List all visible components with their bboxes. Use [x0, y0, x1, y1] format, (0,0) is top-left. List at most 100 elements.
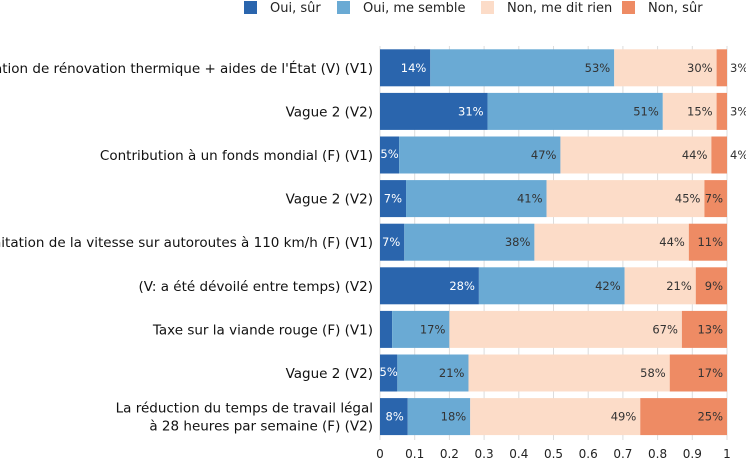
bar-segment [449, 310, 682, 348]
bar-segment [380, 398, 408, 436]
legend-swatch [622, 1, 635, 14]
x-tick-label: 0.3 [475, 447, 494, 461]
data-label: 4% [730, 148, 746, 162]
data-label: 18% [441, 410, 467, 424]
data-label: 3% [730, 61, 746, 75]
x-tick-label: 0.9 [683, 447, 702, 461]
legend-label: Oui, sûr [270, 1, 321, 16]
data-label: 38% [505, 235, 531, 249]
category-label: Vague 2 (V2) [286, 192, 373, 208]
bar-segment [560, 136, 712, 174]
bar-segment [695, 267, 727, 305]
bar-segment [662, 92, 717, 130]
data-label: 53% [585, 61, 611, 75]
data-label: 25% [697, 410, 723, 424]
bar-segment [478, 267, 625, 305]
x-tick-label: 0.7 [613, 447, 632, 461]
bar-segment [406, 180, 547, 218]
x-tick-label: 1 [723, 447, 731, 461]
x-tick-label: 0.5 [544, 447, 563, 461]
bar-segment [430, 49, 615, 87]
legend: Oui, sûr Oui, me semble Non, me dit rien No… [244, 1, 703, 16]
bar-segment [669, 354, 727, 392]
bar-segment [380, 92, 488, 130]
bar-segment [380, 310, 393, 348]
legend-label: Non, me dit rien [507, 1, 612, 16]
data-label: 30% [687, 61, 713, 75]
bar-segment [546, 180, 705, 218]
bar-segment [397, 354, 469, 392]
data-label: 7% [705, 192, 723, 206]
data-label: 5% [380, 365, 398, 379]
data-label: 13% [697, 322, 723, 336]
category-label: Vague 2 (V2) [286, 104, 373, 120]
data-label: 44% [682, 148, 708, 162]
category-label: Obligation de rénovation thermique + aid… [0, 60, 373, 77]
data-label: 15% [687, 104, 713, 118]
category-labels: Obligation de rénovation thermique + aid… [0, 60, 373, 435]
bar-segment [380, 223, 405, 261]
data-label: 51% [633, 104, 659, 118]
bar-segment [487, 92, 663, 130]
data-label: 67% [652, 322, 678, 336]
bar-segment [704, 180, 727, 218]
bar-segment [716, 49, 727, 87]
bar-segment [681, 310, 727, 348]
bar-segment [407, 398, 471, 436]
category-label: à 28 heures par semaine (F) (V2) [149, 419, 373, 435]
data-label: 21% [439, 366, 465, 380]
x-tick-label: 0.8 [648, 447, 667, 461]
bar-segment [716, 92, 727, 130]
bar-segment [688, 223, 727, 261]
bar-segment [392, 310, 450, 348]
bar-segment [380, 180, 407, 218]
data-label: 17% [697, 366, 723, 380]
bar-segment [534, 223, 689, 261]
data-label: 21% [666, 279, 692, 293]
bars: 14% 53% 30% 3% 31% 51% 15% 3% 5% 47% 44% 4% 7% 41% 45%… [380, 49, 746, 436]
data-label: 28% [449, 279, 475, 293]
x-tick-label: 0.4 [509, 447, 528, 461]
x-tick-label: 0.2 [440, 447, 459, 461]
category-label: Taxe sur la viande rouge (F) (V1) [152, 322, 373, 338]
data-label: 8% [386, 410, 404, 424]
data-label: 11% [697, 235, 723, 249]
bar-segment [624, 267, 696, 305]
bar-segment [614, 49, 717, 87]
data-label: 9% [705, 279, 723, 293]
category-label: Limitation de la vitesse sur autoroutes … [0, 235, 373, 251]
bar-segment [380, 136, 400, 174]
data-label: 31% [458, 104, 484, 118]
legend-label: Non, sûr [648, 1, 703, 16]
data-label: 49% [611, 410, 637, 424]
data-label: 58% [640, 366, 666, 380]
legend-swatch [244, 1, 257, 14]
bar-segment [711, 136, 727, 174]
data-label: 7% [384, 192, 402, 206]
bar-segment [380, 267, 479, 305]
category-label: Vague 2 (V2) [286, 366, 373, 382]
bar-segment [404, 223, 535, 261]
bar-segment [468, 354, 670, 392]
bar-segment [380, 49, 431, 87]
legend-swatch [337, 1, 350, 14]
data-label: 41% [517, 192, 543, 206]
bar-segment [640, 398, 727, 436]
data-label: 14% [401, 61, 427, 75]
data-label: 3% [730, 104, 746, 118]
data-label: 7% [382, 235, 400, 249]
x-tick-label: 0 [376, 447, 384, 461]
data-label: 47% [531, 148, 557, 162]
data-label: 42% [595, 279, 621, 293]
data-label: 44% [659, 235, 685, 249]
bar-segment [399, 136, 561, 174]
bar-segment [380, 354, 398, 392]
x-tick-label: 0.6 [579, 447, 598, 461]
category-label: (V: a été dévoilé entre temps) (V2) [139, 279, 374, 295]
data-label: 17% [420, 322, 446, 336]
data-label: 5% [380, 147, 398, 161]
bar-segment [470, 398, 641, 436]
data-label: 45% [675, 192, 701, 206]
category-label: Contribution à un fonds mondial (F) (V1) [100, 148, 373, 164]
